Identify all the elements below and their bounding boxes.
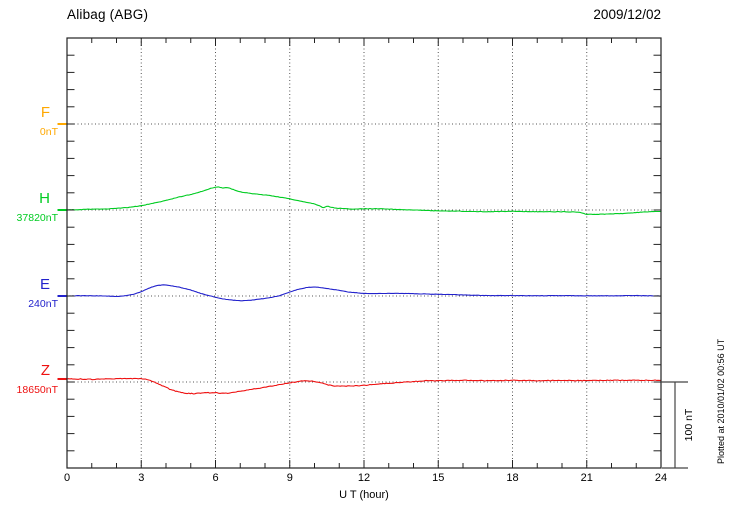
x-tick-label-9: 9: [286, 472, 293, 484]
x-tick-label-3: 3: [138, 472, 145, 484]
trace-H: [66, 186, 662, 216]
x-tick-label-0: 0: [63, 472, 71, 484]
x-axis-label: U T (hour): [339, 489, 389, 501]
component-label-F: F: [40, 104, 50, 121]
baseline-marker-H: [57, 209, 67, 211]
baseline-marker-F: [57, 123, 67, 125]
baseline-marker-E: [57, 295, 67, 297]
trace-curves: [66, 186, 662, 395]
x-tick-label-6: 6: [212, 472, 219, 484]
x-tick-label-15: 15: [432, 472, 445, 484]
x-tick-label-21: 21: [580, 472, 593, 484]
plotted-at-note: Plotted at 2010/01/02 00:56 UT: [716, 338, 726, 464]
trace-E: [66, 284, 662, 302]
axes-box: [66, 37, 662, 469]
scale-bar-label: 100 nT: [683, 408, 695, 441]
plot-frame: [66, 37, 662, 469]
component-label-H: H: [39, 190, 50, 207]
component-baseline-value-Z: 18650nT: [16, 384, 58, 396]
component-baseline-value-E: 240nT: [28, 298, 58, 310]
station-title: Alibag (ABG): [67, 7, 149, 22]
trace-Z: [66, 377, 661, 395]
x-tick-label-18: 18: [506, 472, 519, 484]
baseline-marker-Z: [57, 377, 67, 380]
component-label-E: E: [39, 276, 50, 293]
scale-bar: [661, 381, 688, 469]
x-tick-label-12: 12: [357, 472, 371, 484]
grid-layer: [57, 38, 661, 468]
x-tick-label-24: 24: [654, 472, 668, 484]
component-baseline-value-H: 37820nT: [16, 212, 58, 224]
plot-date: 2009/12/02: [593, 7, 661, 22]
component-label-Z: Z: [40, 362, 50, 379]
component-baseline-value-F: 0nT: [39, 126, 58, 138]
